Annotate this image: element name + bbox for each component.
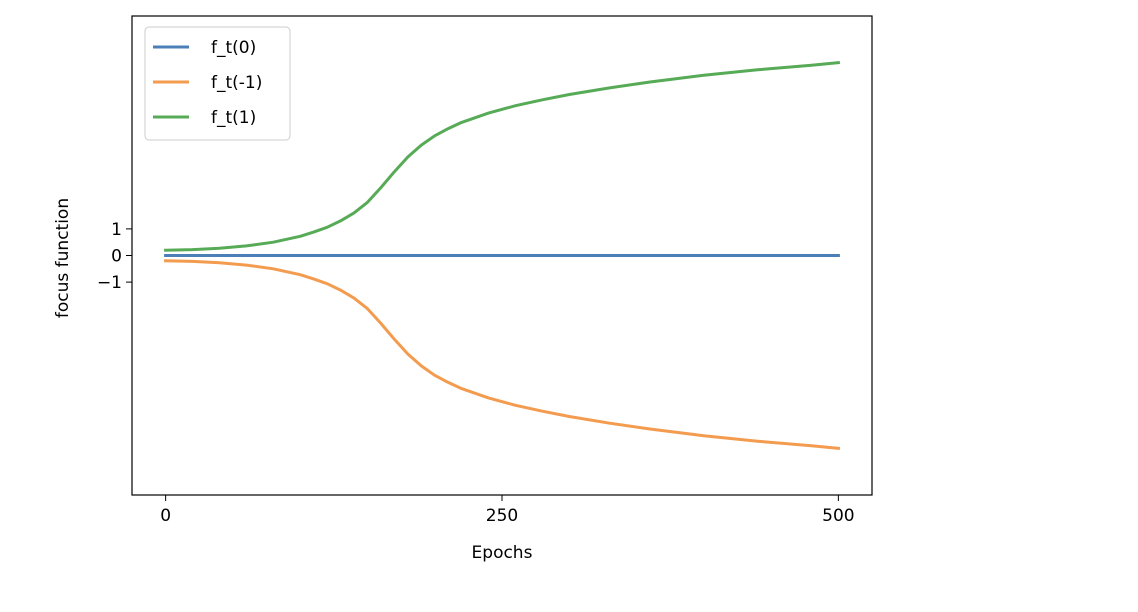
y-tick-label: 0 bbox=[111, 247, 122, 267]
legend-label: f_t(1) bbox=[211, 108, 256, 128]
x-tick-label: 250 bbox=[486, 506, 518, 526]
legend: f_t(0) f_t(-1) f_t(1) bbox=[144, 26, 291, 141]
y-axis: −1 0 1 bbox=[97, 220, 132, 293]
x-tick-label: 500 bbox=[822, 506, 854, 526]
legend-label: f_t(0) bbox=[211, 38, 256, 58]
y-tick-label: 1 bbox=[111, 220, 122, 240]
x-axis-label: Epochs bbox=[472, 543, 533, 563]
y-tick-label: −1 bbox=[97, 273, 122, 293]
series-line-2 bbox=[164, 60, 841, 252]
plot-lines bbox=[164, 60, 841, 451]
series-line-1 bbox=[164, 259, 841, 451]
y-axis-label: focus function bbox=[53, 198, 73, 318]
x-tick-label: 0 bbox=[160, 506, 171, 526]
legend-box bbox=[144, 26, 291, 141]
x-axis: 0 250 500 bbox=[160, 495, 855, 526]
legend-label: f_t(-1) bbox=[211, 73, 262, 93]
